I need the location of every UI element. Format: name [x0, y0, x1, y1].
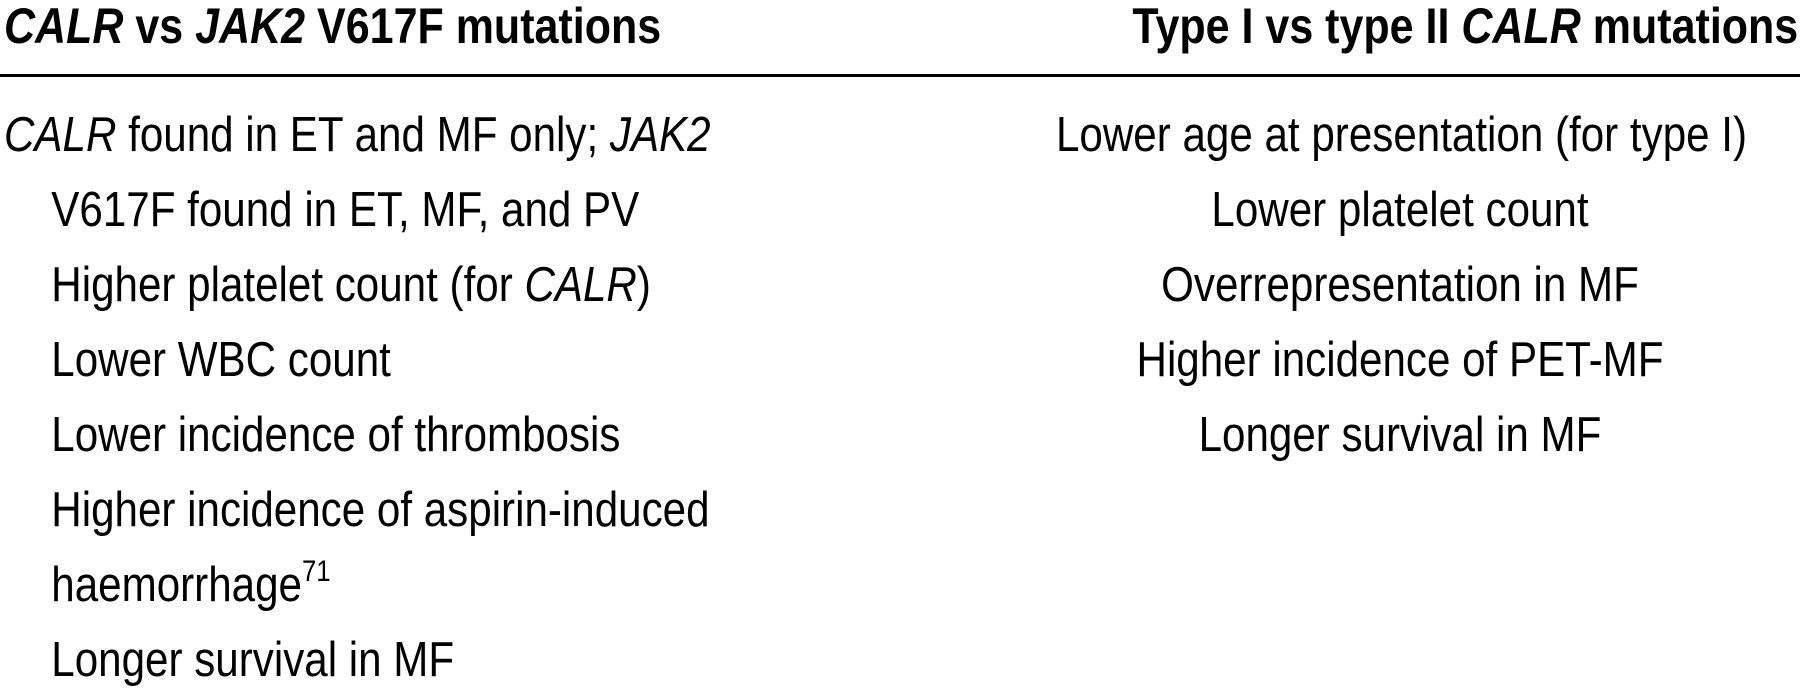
- cell-gene-calr: CALR: [524, 258, 637, 312]
- cell-text: found in ET and MF only;: [116, 108, 610, 162]
- cell-text: haemorrhage: [51, 558, 302, 612]
- table-cell: CALR found in ET and MF only; JAK2: [4, 98, 761, 173]
- table-header-row: CALR vs JAK2 V617F mutations Type I vs t…: [0, 0, 1800, 75]
- table-cell: Higher incidence of PET-MF: [1136, 333, 1664, 387]
- column-header-type-i-vs-type-ii: Type I vs type II CALR mutations: [1132, 0, 1798, 52]
- cell-text: Higher platelet count (for: [51, 258, 525, 312]
- table-cell: Longer survival in MF: [1198, 408, 1602, 462]
- table-cell: V617F found in ET, MF, and PV: [51, 183, 640, 237]
- calr-vs-jak2-column: CALR found in ET and MF only; JAK2 V617F…: [4, 98, 884, 698]
- table-cell: Higher platelet count (for CALR): [4, 248, 761, 323]
- table-cell: Overrepresentation in MF: [1161, 258, 1639, 312]
- table-cell: Higher incidence of aspirin-induced: [51, 483, 710, 537]
- table-cell: Lower WBC count: [51, 333, 391, 387]
- header-gene-calr: CALR: [4, 0, 124, 54]
- cell-gene-calr: CALR: [4, 108, 117, 162]
- table-cell: Longer survival in MF: [51, 633, 455, 687]
- header-gene-jak2: JAK2: [195, 0, 306, 54]
- header-mutations-text-right: mutations: [1580, 0, 1798, 54]
- table-cell: Lower incidence of thrombosis: [51, 408, 621, 462]
- table-cell: haemorrhage71: [4, 548, 761, 623]
- table-cell: Lower platelet count: [1211, 183, 1589, 237]
- cell-text: ): [636, 258, 651, 312]
- column-header-calr-vs-jak2: CALR vs JAK2 V617F mutations: [4, 0, 661, 52]
- header-divider: [0, 74, 1800, 77]
- header-vs-text: vs: [123, 0, 196, 54]
- reference-superscript: 71: [301, 555, 331, 588]
- type-i-vs-type-ii-column: Lower age at presentation (for type I) L…: [1000, 98, 1800, 473]
- header-gene-calr-right: CALR: [1461, 0, 1581, 54]
- cell-gene-jak2: JAK2: [609, 108, 711, 162]
- header-mutations-text: V617F mutations: [305, 0, 662, 54]
- header-type-text: Type I vs type II: [1132, 0, 1462, 54]
- table-cell: Lower age at presentation (for type I): [1056, 108, 1748, 162]
